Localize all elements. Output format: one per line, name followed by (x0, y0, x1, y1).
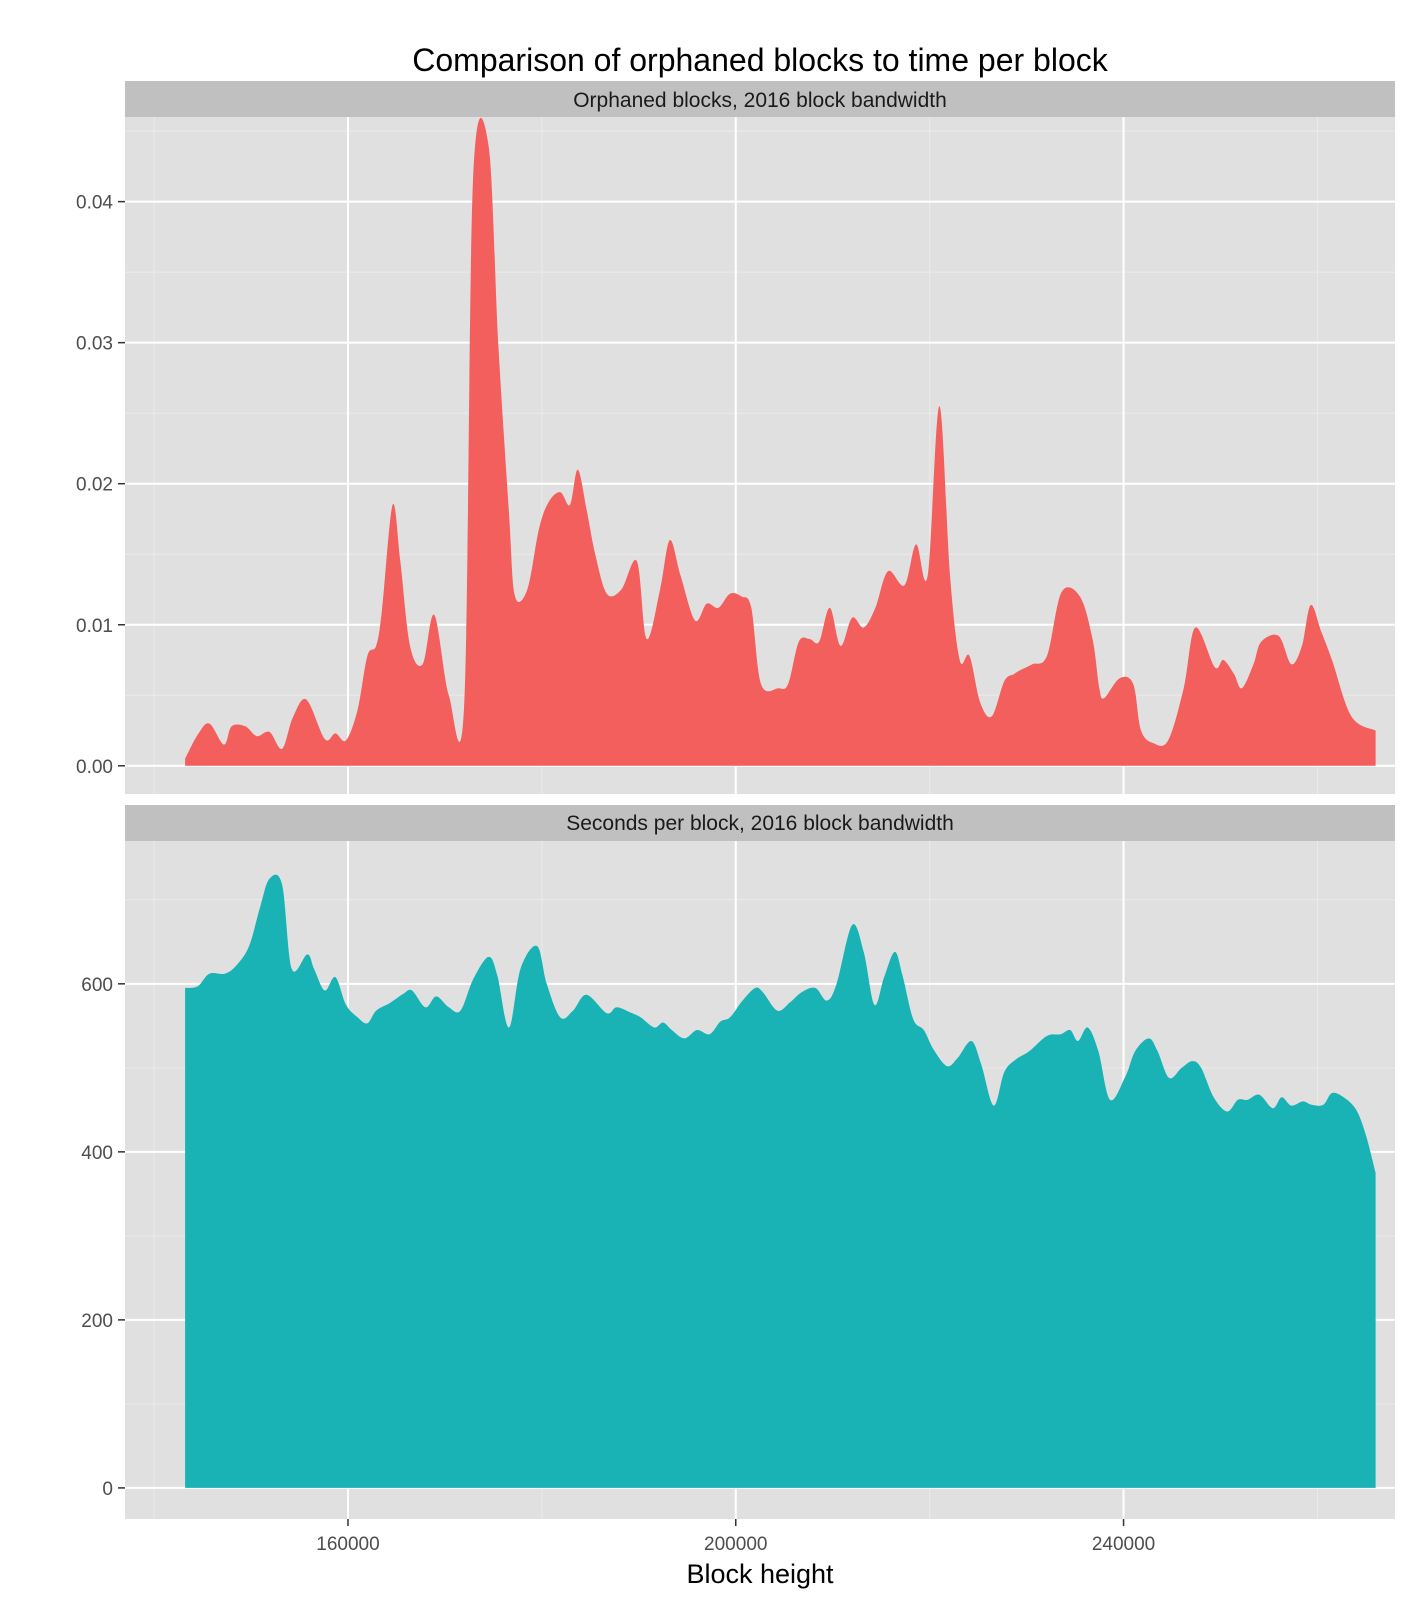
panel-strip-background (125, 81, 1395, 117)
y-tick-label: 0.00 (76, 757, 113, 778)
panel-strip-label: Orphaned blocks, 2016 block bandwidth (573, 89, 947, 112)
y-tick-label: 600 (81, 975, 113, 996)
x-axis-title: Block height (686, 1559, 834, 1589)
y-tick-label: 0.03 (76, 334, 113, 355)
orphaned-blocks-area (185, 117, 1376, 766)
y-axis: 0.00 0.01 0.02 0.03 0.04 (76, 193, 125, 778)
x-tick-label: 200000 (704, 1534, 767, 1555)
panel-orphaned-blocks: Orphaned blocks, 2016 block bandwidth 0.… (76, 81, 1395, 794)
y-axis: 0 200 400 600 (81, 975, 125, 1500)
x-tick-label: 240000 (1092, 1534, 1155, 1555)
x-axis: 160000 200000 240000 (316, 1519, 1155, 1555)
seconds-per-block-area (185, 874, 1376, 1488)
panel-seconds-per-block: Seconds per block, 2016 block bandwidth … (81, 805, 1395, 1519)
y-tick-label: 0.04 (76, 193, 113, 214)
chart-title: Comparison of orphaned blocks to time pe… (412, 42, 1108, 78)
panel-strip-background (125, 805, 1395, 841)
x-tick-label: 160000 (316, 1534, 379, 1555)
y-tick-label: 0.02 (76, 475, 113, 496)
y-tick-label: 200 (81, 1311, 113, 1332)
y-tick-label: 400 (81, 1143, 113, 1164)
y-tick-label: 0 (102, 1479, 113, 1500)
panel-strip-label: Seconds per block, 2016 block bandwidth (566, 812, 954, 835)
y-tick-label: 0.01 (76, 616, 113, 637)
